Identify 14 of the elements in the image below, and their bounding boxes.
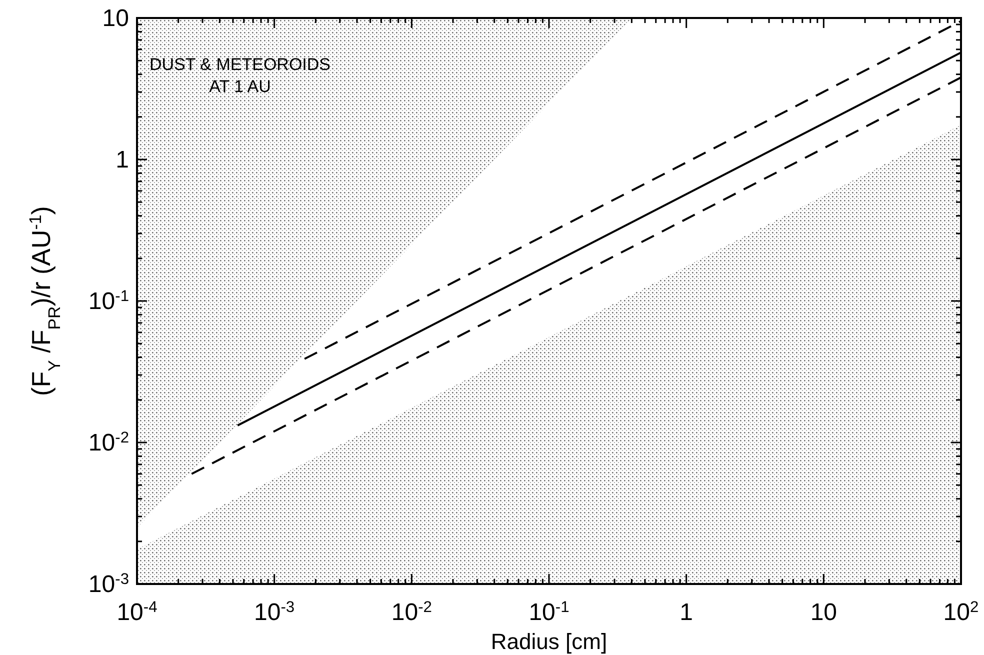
y-tick-label: 10 [102, 5, 129, 32]
x-axis-title: Radius [cm] [490, 629, 608, 654]
x-tick-label: 10 [810, 599, 838, 626]
annotation: DUST & METEOROIDS AT 1 AU [149, 55, 331, 96]
y-tick-label: 1 [116, 146, 129, 174]
x-tick-label: 10$^{-4}$ [116, 598, 158, 626]
y-tick-label: 10$^{-2}$ [88, 429, 129, 456]
x-tick-label: 10$^{-3}$ [254, 598, 295, 626]
x-tick-label: 10$^{-1}$ [528, 598, 570, 626]
y-tick-label: 10$^{-1}$ [88, 288, 129, 315]
x-tick-label: 1 [680, 599, 694, 626]
x-tick-label: 10$^{-2}$ [391, 598, 432, 626]
y-tick-label: 10$^{-3}$ [88, 570, 129, 598]
x-tick-label: 10$^{2}$ [943, 598, 979, 626]
